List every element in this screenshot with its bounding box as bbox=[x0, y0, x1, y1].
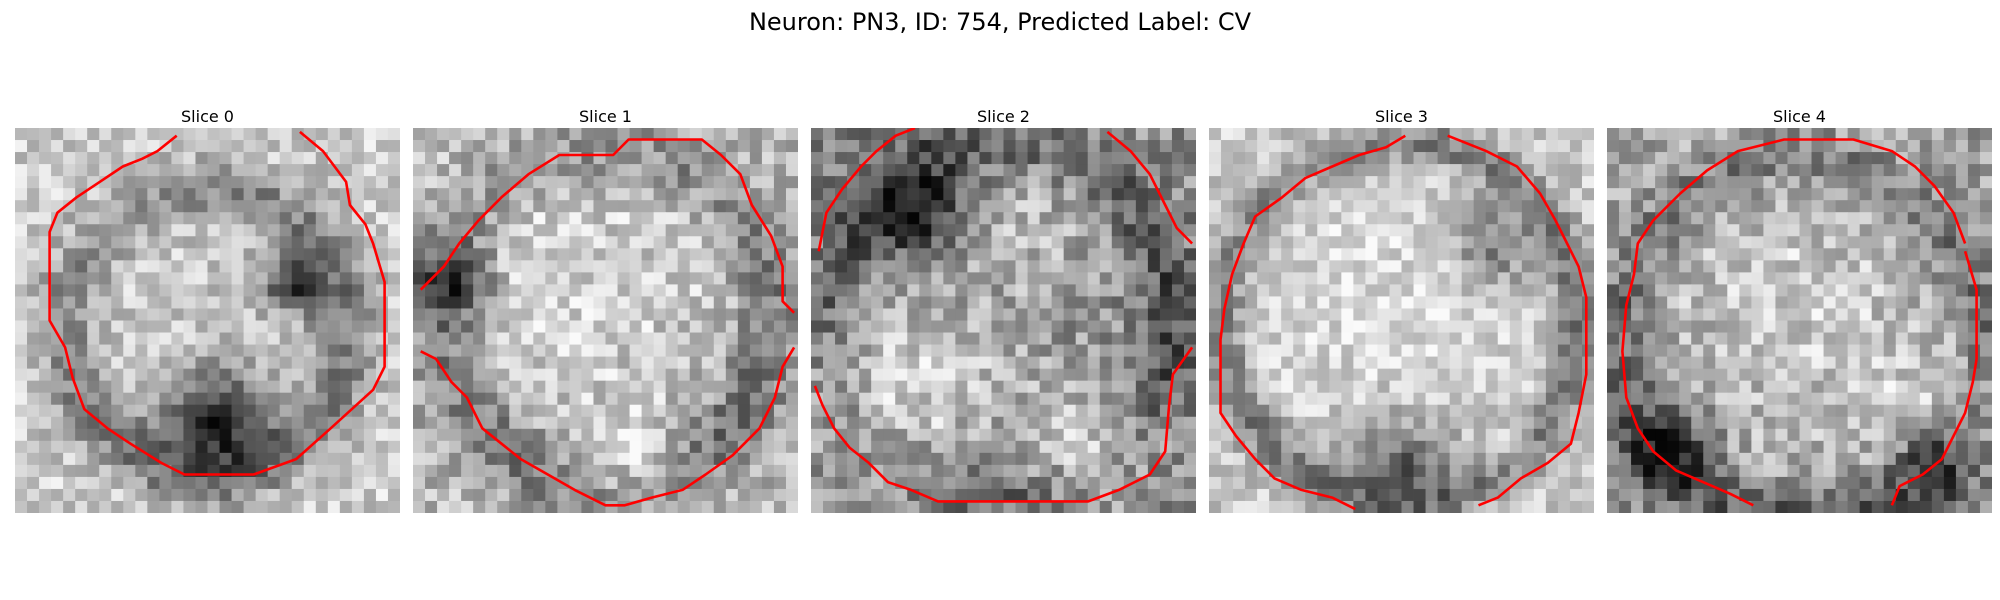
slice-panel-4: Slice 4 bbox=[1607, 106, 1992, 513]
slice-panel-3: Slice 3 bbox=[1209, 106, 1594, 513]
contour-line-2-0 bbox=[817, 128, 916, 252]
contour-line-1-0 bbox=[419, 138, 796, 314]
contour-line-1-1 bbox=[420, 346, 796, 507]
contour-line-4-0 bbox=[1621, 138, 1967, 507]
contour-line-0-0 bbox=[48, 130, 386, 476]
slice-title-4: Slice 4 bbox=[1773, 107, 1826, 126]
slice-image-0 bbox=[15, 128, 400, 513]
figure-title: Neuron: PN3, ID: 754, Predicted Label: C… bbox=[748, 8, 1252, 36]
slice-image-1 bbox=[413, 128, 798, 513]
slice-image-3 bbox=[1209, 128, 1594, 513]
contour-line-3-0 bbox=[1219, 134, 1406, 511]
slice-image-4 bbox=[1607, 128, 1992, 513]
slice-title-3: Slice 3 bbox=[1375, 107, 1428, 126]
slice-title-1: Slice 1 bbox=[579, 107, 632, 126]
slice-title-2: Slice 2 bbox=[977, 107, 1030, 126]
slice-title-0: Slice 0 bbox=[181, 107, 234, 126]
contour-line-2-1 bbox=[1106, 130, 1194, 245]
contour-line-2-2 bbox=[813, 346, 1194, 503]
contour-line-4-1 bbox=[1890, 250, 1978, 506]
slice-panel-0: Slice 0 bbox=[15, 106, 400, 513]
slice-image-2 bbox=[811, 128, 1196, 513]
slice-panel-1: Slice 1 bbox=[413, 106, 798, 513]
slice-panel-2: Slice 2 bbox=[811, 106, 1196, 513]
contour-line-3-1 bbox=[1447, 134, 1588, 507]
